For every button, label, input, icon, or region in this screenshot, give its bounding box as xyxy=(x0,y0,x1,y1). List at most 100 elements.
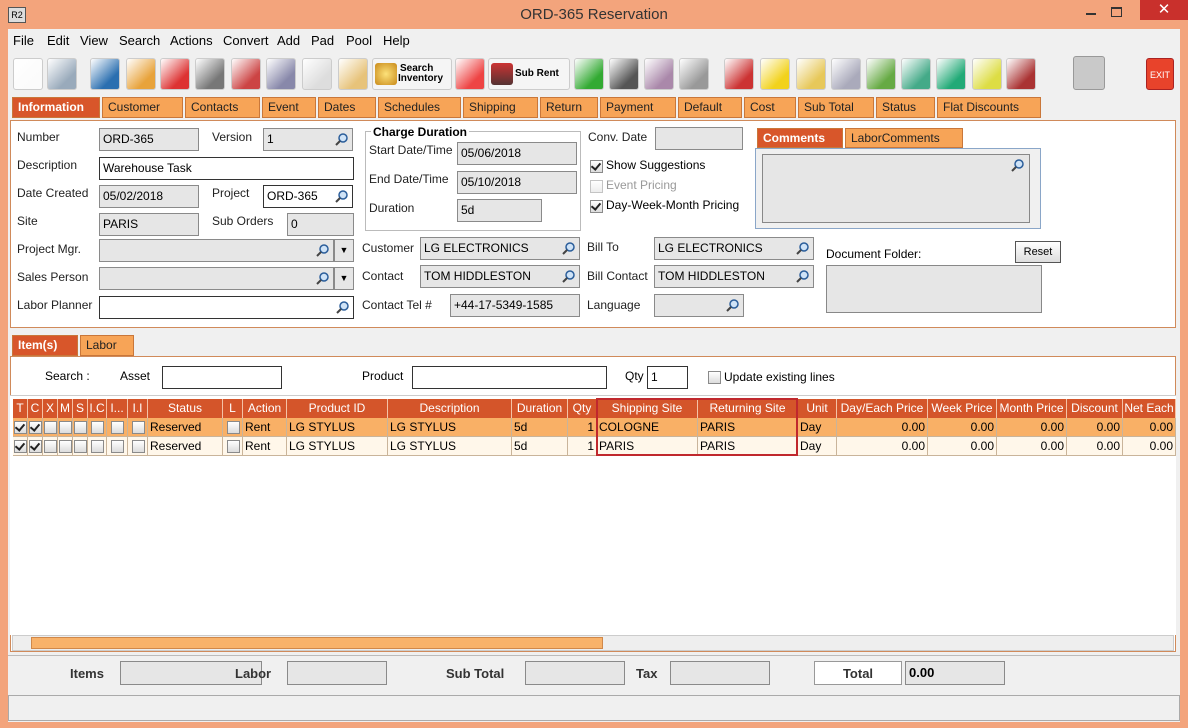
column-header[interactable]: M xyxy=(58,399,73,418)
menu-item[interactable]: Help xyxy=(383,33,410,48)
toolbar-button[interactable] xyxy=(90,58,120,90)
menu-item[interactable]: Pad xyxy=(311,33,335,48)
tab[interactable]: LaborComments xyxy=(845,128,963,148)
text-field[interactable]: PARIS xyxy=(99,213,199,236)
column-header[interactable]: Month Price xyxy=(997,399,1067,418)
column-header[interactable]: Week Price xyxy=(928,399,997,418)
checkbox[interactable] xyxy=(708,371,721,384)
exit-button[interactable]: EXIT xyxy=(1146,58,1174,90)
menu-item[interactable]: Actions xyxy=(170,33,213,48)
column-header[interactable]: I.I xyxy=(128,399,148,418)
toolbar-button[interactable] xyxy=(1073,56,1105,90)
button[interactable]: Reset xyxy=(1015,241,1061,263)
tab[interactable]: Dates xyxy=(318,97,376,118)
tab[interactable]: Cost xyxy=(744,97,796,118)
column-header[interactable]: Status xyxy=(148,399,223,418)
toolbar-button[interactable] xyxy=(972,58,1002,90)
tab[interactable]: Event xyxy=(262,97,316,118)
search-icon[interactable] xyxy=(335,189,349,203)
tab[interactable]: Contacts xyxy=(185,97,260,118)
table-row[interactable] xyxy=(13,437,1176,456)
column-header[interactable]: Unit xyxy=(798,399,837,418)
checkbox[interactable] xyxy=(590,160,603,173)
toolbar-button[interactable] xyxy=(13,58,43,90)
text-field[interactable]: 1 xyxy=(647,366,688,389)
tab[interactable]: Sub Total xyxy=(798,97,874,118)
text-field[interactable] xyxy=(654,294,744,317)
checkbox[interactable] xyxy=(111,440,124,453)
column-header[interactable]: Returning Site xyxy=(698,399,798,418)
checkbox[interactable] xyxy=(74,421,87,434)
checkbox[interactable] xyxy=(91,440,104,453)
menu-item[interactable]: Search xyxy=(119,33,161,48)
text-field[interactable] xyxy=(99,296,354,319)
column-header[interactable]: L xyxy=(223,399,243,418)
search-icon[interactable] xyxy=(796,241,810,255)
toolbar-button[interactable] xyxy=(574,58,604,90)
column-header[interactable]: S xyxy=(73,399,88,418)
document-folder-box[interactable] xyxy=(826,265,1042,313)
checkbox[interactable] xyxy=(74,440,87,453)
text-field[interactable]: 05/06/2018 xyxy=(457,142,577,165)
text-field[interactable]: LG ELECTRONICS xyxy=(420,237,580,260)
text-field[interactable] xyxy=(99,267,334,290)
column-header[interactable]: Product ID xyxy=(287,399,388,418)
checkbox[interactable] xyxy=(14,440,27,453)
menu-item[interactable]: Add xyxy=(277,33,301,48)
toolbar-button[interactable] xyxy=(609,58,639,90)
close-button[interactable]: ✕ xyxy=(1140,0,1188,20)
search-icon[interactable] xyxy=(316,271,330,285)
minimize-button[interactable] xyxy=(1086,13,1096,15)
toolbar-button[interactable] xyxy=(302,58,332,90)
tab[interactable]: Payment xyxy=(600,97,676,118)
tab[interactable]: Customer xyxy=(102,97,183,118)
scroll-thumb[interactable] xyxy=(31,637,603,649)
text-field[interactable]: 05/02/2018 xyxy=(99,185,199,208)
column-header[interactable]: T xyxy=(13,399,28,418)
text-field[interactable] xyxy=(412,366,607,389)
toolbar-button[interactable] xyxy=(455,58,485,90)
search-icon[interactable] xyxy=(336,300,350,314)
column-header[interactable]: Description xyxy=(388,399,512,418)
search-icon[interactable] xyxy=(316,243,330,257)
checkbox[interactable] xyxy=(226,421,240,434)
search-icon[interactable] xyxy=(796,269,810,283)
menu-item[interactable]: Edit xyxy=(47,33,70,48)
checkbox[interactable] xyxy=(590,200,603,213)
text-field[interactable]: ORD-365 xyxy=(263,185,353,208)
column-header[interactable]: Duration xyxy=(512,399,568,418)
tab[interactable]: Comments xyxy=(757,128,843,148)
column-header[interactable]: C xyxy=(28,399,43,418)
tab[interactable]: Information xyxy=(12,97,100,118)
checkbox[interactable] xyxy=(131,421,145,434)
search-icon[interactable] xyxy=(562,269,576,283)
dropdown-button[interactable]: ▼ xyxy=(334,239,354,262)
tab[interactable]: Item(s) xyxy=(12,335,78,356)
text-field[interactable] xyxy=(162,366,282,389)
text-field[interactable]: 05/10/2018 xyxy=(457,171,577,194)
column-header[interactable]: Shipping Site xyxy=(597,399,698,418)
text-field[interactable]: 0 xyxy=(287,213,354,236)
tab[interactable]: Flat Discounts xyxy=(937,97,1041,118)
column-header[interactable]: Qty xyxy=(568,399,597,418)
toolbar-button[interactable] xyxy=(231,58,261,90)
text-field[interactable]: TOM HIDDLESTON xyxy=(654,265,814,288)
text-field[interactable]: ORD-365 xyxy=(99,128,199,151)
table-row[interactable] xyxy=(13,418,1176,437)
search-icon[interactable] xyxy=(562,241,576,255)
menu-item[interactable]: Pool xyxy=(346,33,373,48)
text-field[interactable] xyxy=(655,127,743,150)
column-header[interactable]: Discount xyxy=(1067,399,1123,418)
horizontal-scrollbar[interactable] xyxy=(12,635,1174,651)
menu-item[interactable]: File xyxy=(13,33,34,48)
toolbar-button[interactable] xyxy=(126,58,156,90)
search-icon[interactable] xyxy=(1011,158,1025,172)
toolbar-button[interactable] xyxy=(936,58,966,90)
toolbar-button[interactable] xyxy=(679,58,709,90)
toolbar-button[interactable] xyxy=(338,58,368,90)
text-field[interactable]: 1 xyxy=(263,128,353,151)
checkbox[interactable] xyxy=(59,440,72,453)
menu-item[interactable]: View xyxy=(80,33,108,48)
toolbar-button[interactable] xyxy=(160,58,190,90)
tab[interactable]: Labor xyxy=(80,335,134,356)
